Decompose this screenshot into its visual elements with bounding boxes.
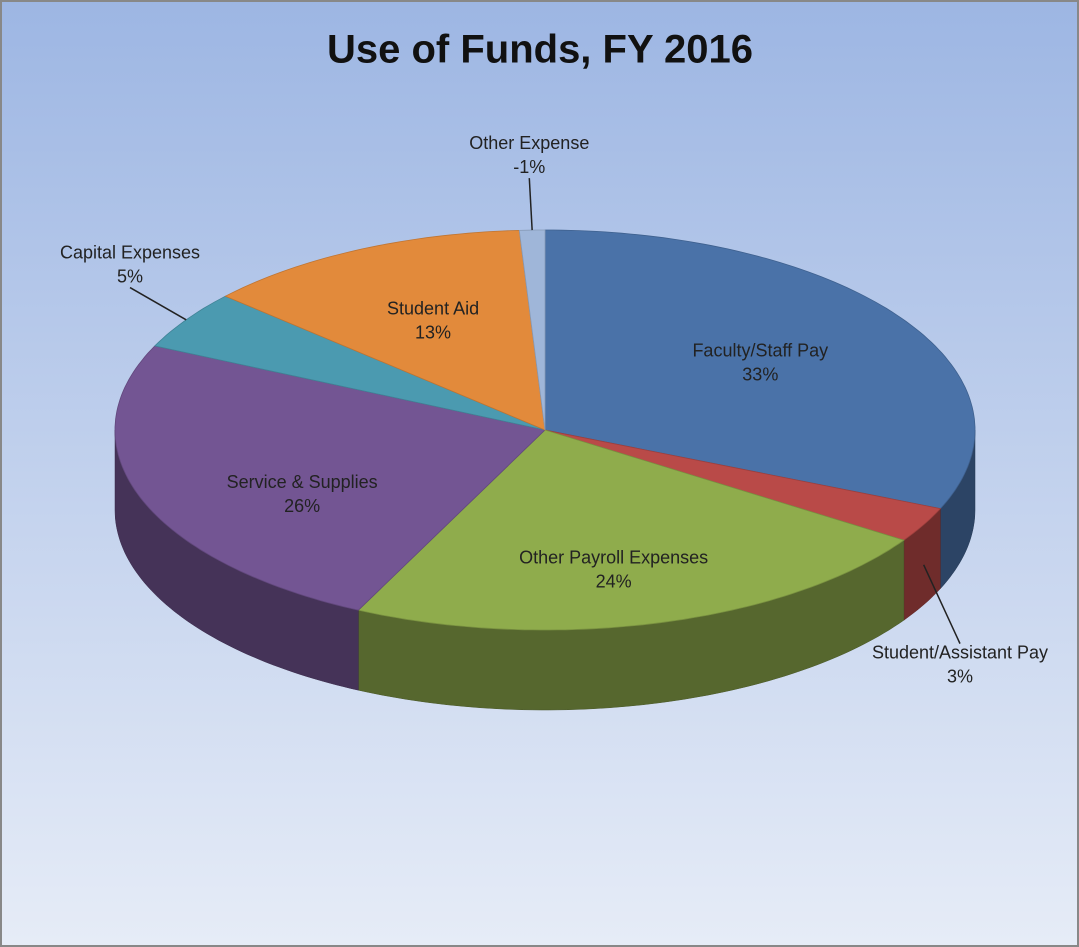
data-label-name: Capital Expenses xyxy=(60,242,200,262)
data-label-name: Other Expense xyxy=(469,133,589,153)
data-label-value: 5% xyxy=(117,266,143,286)
slice-top xyxy=(114,345,546,611)
data-label-name: Service & Supplies xyxy=(227,472,378,492)
slice-top xyxy=(544,229,976,510)
slice xyxy=(153,295,546,431)
slice-top xyxy=(153,295,546,431)
data-label-value: -1% xyxy=(513,157,545,177)
data-label-name: Other Payroll Expenses xyxy=(519,547,708,567)
slice-top xyxy=(544,429,942,541)
data-label-name: Student/Assistant Pay xyxy=(872,642,1048,662)
data-label-name: Faculty/Staff Pay xyxy=(692,341,828,361)
slice xyxy=(114,345,546,691)
slice-top xyxy=(518,229,546,431)
leader-line xyxy=(129,286,187,321)
data-label-value: 26% xyxy=(284,496,320,516)
slice xyxy=(544,229,976,590)
leader-line xyxy=(528,178,533,231)
data-label-value: 3% xyxy=(947,666,973,686)
slice-top xyxy=(357,429,905,631)
data-label-value: 33% xyxy=(742,365,778,385)
data-label-value: 13% xyxy=(415,323,451,343)
slice xyxy=(224,229,546,431)
leader-line xyxy=(922,564,961,644)
chart-title: Use of Funds, FY 2016 xyxy=(327,28,753,72)
data-label-name: Student Aid xyxy=(387,299,479,319)
slice xyxy=(518,229,546,431)
slice-top xyxy=(224,229,546,431)
data-label-value: 24% xyxy=(596,571,632,591)
